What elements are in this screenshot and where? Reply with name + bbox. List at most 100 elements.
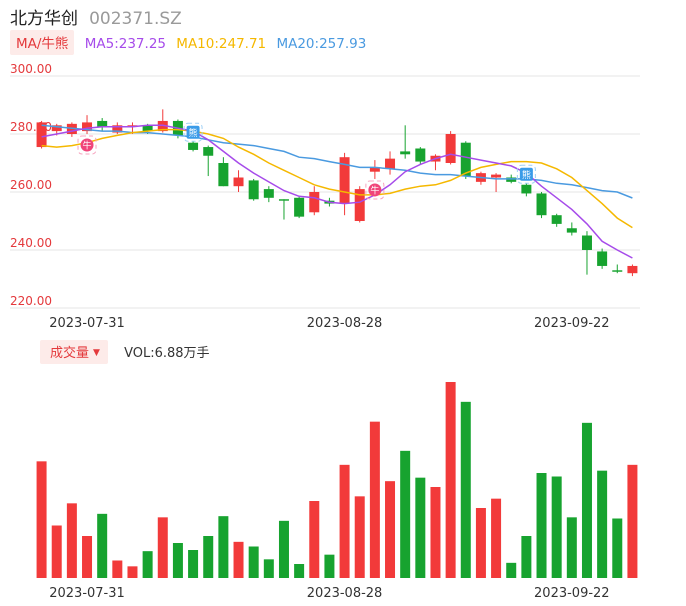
volume-bar bbox=[278, 520, 289, 578]
volume-bar bbox=[506, 562, 517, 578]
volume-bar bbox=[400, 450, 411, 578]
ma-legend: MA/牛熊 MA5:237.25 MA10:247.71 MA20:257.93 bbox=[10, 30, 367, 55]
volume-bar bbox=[248, 546, 259, 578]
date-axis-labels: 2023-07-31 2023-08-28 2023-09-22 bbox=[49, 316, 609, 331]
candle bbox=[294, 196, 305, 219]
badge-frame bbox=[516, 164, 536, 184]
candle bbox=[203, 145, 214, 177]
badge-label: 熊 bbox=[522, 169, 531, 181]
candle-body bbox=[82, 122, 93, 132]
volume-indicator-dropdown[interactable]: 成交量 ▼ bbox=[40, 340, 108, 364]
stock-code: 002371.SZ bbox=[89, 9, 182, 29]
badge-face bbox=[519, 167, 533, 181]
bear-badge-icon: 熊 bbox=[183, 122, 203, 142]
volume-bar bbox=[385, 481, 396, 578]
volume-bar bbox=[415, 477, 426, 578]
volume-bar bbox=[294, 564, 305, 578]
candle-body bbox=[506, 177, 517, 182]
price-grid bbox=[10, 75, 640, 309]
volume-bar bbox=[354, 496, 365, 578]
candle bbox=[36, 120, 47, 149]
candle-body bbox=[278, 199, 289, 201]
candle bbox=[263, 186, 274, 203]
y-tick-label: 220.00 bbox=[10, 294, 52, 308]
bear-badge-icon: 熊 bbox=[516, 164, 536, 184]
candle-body bbox=[385, 158, 396, 169]
candle-body bbox=[36, 122, 47, 148]
candle bbox=[385, 151, 396, 175]
volume-bar bbox=[172, 543, 183, 578]
candle-body bbox=[97, 120, 108, 127]
candle-body bbox=[354, 189, 365, 221]
candle bbox=[521, 183, 532, 197]
x-tick-label: 2023-07-31 bbox=[49, 316, 125, 331]
volume-value: VOL:6.88万手 bbox=[124, 346, 210, 361]
candle-body bbox=[294, 197, 305, 217]
candle bbox=[597, 248, 608, 269]
volume-bar bbox=[339, 464, 350, 578]
volume-bar bbox=[566, 517, 577, 578]
candle bbox=[491, 173, 502, 192]
volume-bar bbox=[627, 464, 638, 578]
ma10-legend-value: MA10:247.71 bbox=[176, 36, 267, 52]
badge-label: 牛 bbox=[370, 184, 379, 196]
candle-body bbox=[369, 167, 380, 172]
volume-bar bbox=[51, 525, 62, 578]
x-tick-label: 2023-07-31 bbox=[49, 586, 125, 601]
candle-body bbox=[521, 184, 532, 194]
volume-bar bbox=[233, 541, 244, 578]
candle bbox=[309, 186, 320, 216]
candle bbox=[354, 186, 365, 223]
candle-body bbox=[597, 251, 608, 266]
candle-body bbox=[188, 142, 199, 150]
ma5-line bbox=[41, 124, 633, 259]
stock-name: 北方华创 bbox=[10, 9, 78, 29]
volume-bar bbox=[218, 516, 229, 578]
volume-bar bbox=[612, 518, 623, 578]
candle-body bbox=[51, 125, 62, 132]
ma10-line bbox=[41, 128, 633, 229]
candle-body bbox=[233, 177, 244, 187]
moving-average-lines bbox=[41, 124, 633, 259]
volume-bar bbox=[491, 498, 502, 578]
candle-body bbox=[460, 142, 471, 177]
candle-body bbox=[309, 192, 320, 213]
volume-bar bbox=[309, 501, 320, 578]
volume-bar bbox=[445, 382, 456, 578]
candle bbox=[445, 131, 456, 165]
candle bbox=[188, 141, 199, 152]
stock-title-row: 北方华创 002371.SZ bbox=[10, 4, 182, 29]
x-tick-label: 2023-09-22 bbox=[534, 316, 610, 331]
y-tick-label: 300.00 bbox=[10, 62, 52, 76]
volume-bar bbox=[551, 476, 562, 578]
volume-bar bbox=[460, 401, 471, 578]
candle-body bbox=[415, 148, 426, 162]
candle bbox=[627, 264, 638, 277]
candle bbox=[430, 154, 441, 171]
badge-label: 牛 bbox=[83, 140, 92, 152]
ma5-legend-value: MA5:237.25 bbox=[84, 36, 166, 52]
candle-body bbox=[248, 180, 259, 200]
candle bbox=[581, 231, 592, 275]
candle-body bbox=[339, 157, 350, 204]
candle bbox=[551, 213, 562, 227]
candle-body bbox=[566, 228, 577, 233]
badge-face bbox=[80, 138, 94, 152]
candle bbox=[566, 222, 577, 236]
badge-face bbox=[186, 125, 200, 139]
ma20-legend-value: MA20:257.93 bbox=[276, 36, 367, 52]
volume-bar bbox=[112, 560, 123, 578]
volume-bar bbox=[324, 554, 335, 578]
volume-indicator-label: 成交量 bbox=[50, 346, 90, 361]
candle-body bbox=[263, 189, 274, 198]
candle bbox=[248, 178, 259, 201]
ma-bull-bear-toggle[interactable]: MA/牛熊 bbox=[10, 30, 75, 55]
volume-legend: 成交量 ▼ VOL:6.88万手 bbox=[40, 340, 210, 364]
candle bbox=[112, 122, 123, 134]
candle-body bbox=[203, 147, 214, 156]
volume-bar bbox=[203, 536, 214, 578]
volume-bar bbox=[581, 422, 592, 578]
candle-body bbox=[127, 125, 138, 127]
